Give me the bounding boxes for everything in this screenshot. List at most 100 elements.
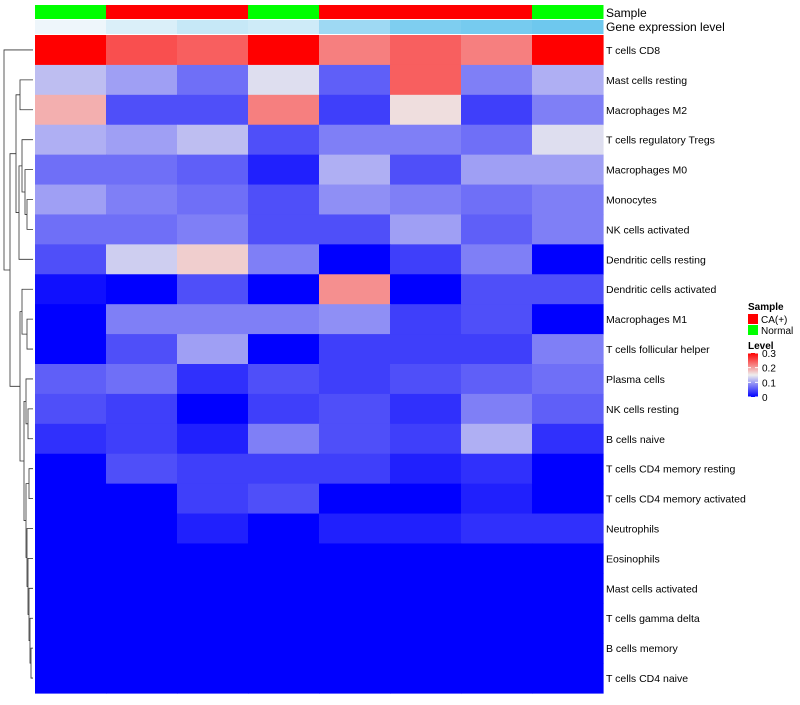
row-label: NK cells resting <box>606 404 679 416</box>
heatmap-cell <box>35 364 107 395</box>
heatmap-cell <box>35 184 107 216</box>
heatmap-cell <box>248 154 320 186</box>
dendrogram-branch <box>24 169 33 215</box>
heatmap-cell <box>106 184 178 216</box>
gene-expression-annotation-cell <box>319 20 391 34</box>
legend-sample-label: Normal <box>761 326 793 337</box>
heatmap-cell <box>35 543 107 574</box>
heatmap-cell <box>461 453 533 485</box>
heatmap-cell <box>106 603 178 634</box>
heatmap-cell <box>319 244 391 275</box>
heatmap-cell <box>532 393 604 425</box>
gene-expression-annotation-cell <box>461 20 533 34</box>
heatmap-cell <box>106 214 178 245</box>
heatmap-cell <box>532 663 604 694</box>
heatmap-cell <box>177 154 249 186</box>
heatmap-cell <box>461 393 533 425</box>
heatmap-cell <box>319 334 391 365</box>
heatmap-cell <box>177 244 249 275</box>
heatmap-cell <box>248 603 320 634</box>
heatmap-cell <box>35 573 107 604</box>
heatmap-cell <box>390 543 462 574</box>
heatmap-cell <box>390 304 462 335</box>
heatmap-cell <box>106 573 178 604</box>
heatmap-cell <box>35 274 107 305</box>
heatmap-cell <box>532 35 604 66</box>
heatmap-cell <box>532 124 604 156</box>
heatmap-cell <box>461 184 533 216</box>
dendrogram-branch <box>25 378 33 425</box>
heatmap-cell <box>319 633 391 664</box>
gene-expression-annotation-cell <box>106 20 178 34</box>
heatmap-cell <box>35 244 107 275</box>
dendrogram-branch <box>21 139 33 193</box>
heatmap-cell <box>461 513 533 545</box>
heatmap-cell <box>461 274 533 305</box>
heatmap-cell <box>106 35 178 66</box>
heatmap-cell <box>461 35 533 66</box>
heatmap-cell <box>35 154 107 186</box>
legend-level-title: Level <box>748 341 774 352</box>
dendrogram-branch <box>25 483 29 558</box>
heatmap-cell <box>319 543 391 574</box>
heatmap-cell <box>461 64 533 96</box>
heatmap-cell <box>532 214 604 245</box>
heatmap-cell <box>35 124 107 156</box>
sample-annotation-cell <box>106 5 178 19</box>
heatmap-cell <box>461 483 533 515</box>
dendrogram-branch <box>26 199 33 230</box>
heatmap-cell <box>461 633 533 664</box>
row-label: T cells regulatory Tregs <box>606 135 715 147</box>
heatmap-cell <box>35 603 107 634</box>
dendrogram-branch <box>26 318 33 350</box>
heatmap-cell <box>248 274 320 305</box>
heatmap-cell <box>390 124 462 156</box>
heatmap-cell <box>319 483 391 515</box>
heatmap-cell <box>35 513 107 545</box>
gene-expression-annotation-cell <box>35 20 107 34</box>
heatmap-cell <box>532 304 604 335</box>
legend-sample-title: Sample <box>748 302 784 313</box>
row-label: Mast cells resting <box>606 75 687 87</box>
heatmap-cell <box>106 453 178 485</box>
row-label: T cells CD8 <box>606 45 660 57</box>
heatmap-cell <box>248 304 320 335</box>
heatmap-cell <box>390 364 462 395</box>
heatmap-cell <box>106 663 178 694</box>
heatmap-cell <box>177 64 249 96</box>
heatmap-cell <box>35 633 107 664</box>
heatmap-cell <box>106 543 178 574</box>
heatmap-cell <box>461 543 533 574</box>
heatmap-cell <box>532 423 604 455</box>
heatmap-cell <box>106 483 178 515</box>
dendrogram-branch <box>9 153 20 387</box>
dendrogram-branch <box>27 408 33 440</box>
row-label: Dendritic cells activated <box>606 284 716 296</box>
heatmap-cell <box>319 214 391 245</box>
sample-annotation-cell <box>390 5 462 19</box>
row-label: B cells memory <box>606 643 679 655</box>
heatmap-cell <box>319 513 391 545</box>
row-label: Macrophages M0 <box>606 165 687 177</box>
row-label: Mast cells activated <box>606 583 698 595</box>
heatmap-cell <box>106 393 178 425</box>
heatmap-cell <box>248 334 320 365</box>
heatmap-cell <box>248 94 320 126</box>
heatmap-cell <box>319 154 391 186</box>
heatmap-cell <box>532 184 604 216</box>
heatmap-cell <box>532 334 604 365</box>
dendrogram-branch <box>30 647 33 679</box>
heatmap-cell <box>106 64 178 96</box>
heatmap-cell <box>177 214 249 245</box>
heatmap-cell <box>248 423 320 455</box>
heatmap-cell <box>319 64 391 96</box>
dendrogram-branch <box>18 165 33 260</box>
heatmap-cell <box>177 393 249 425</box>
heatmap-cell <box>35 304 107 335</box>
heatmap-cell <box>390 423 462 455</box>
gene-expression-annotation-cell <box>177 20 249 34</box>
heatmap-cell <box>106 154 178 186</box>
heatmap-cell <box>106 513 178 545</box>
